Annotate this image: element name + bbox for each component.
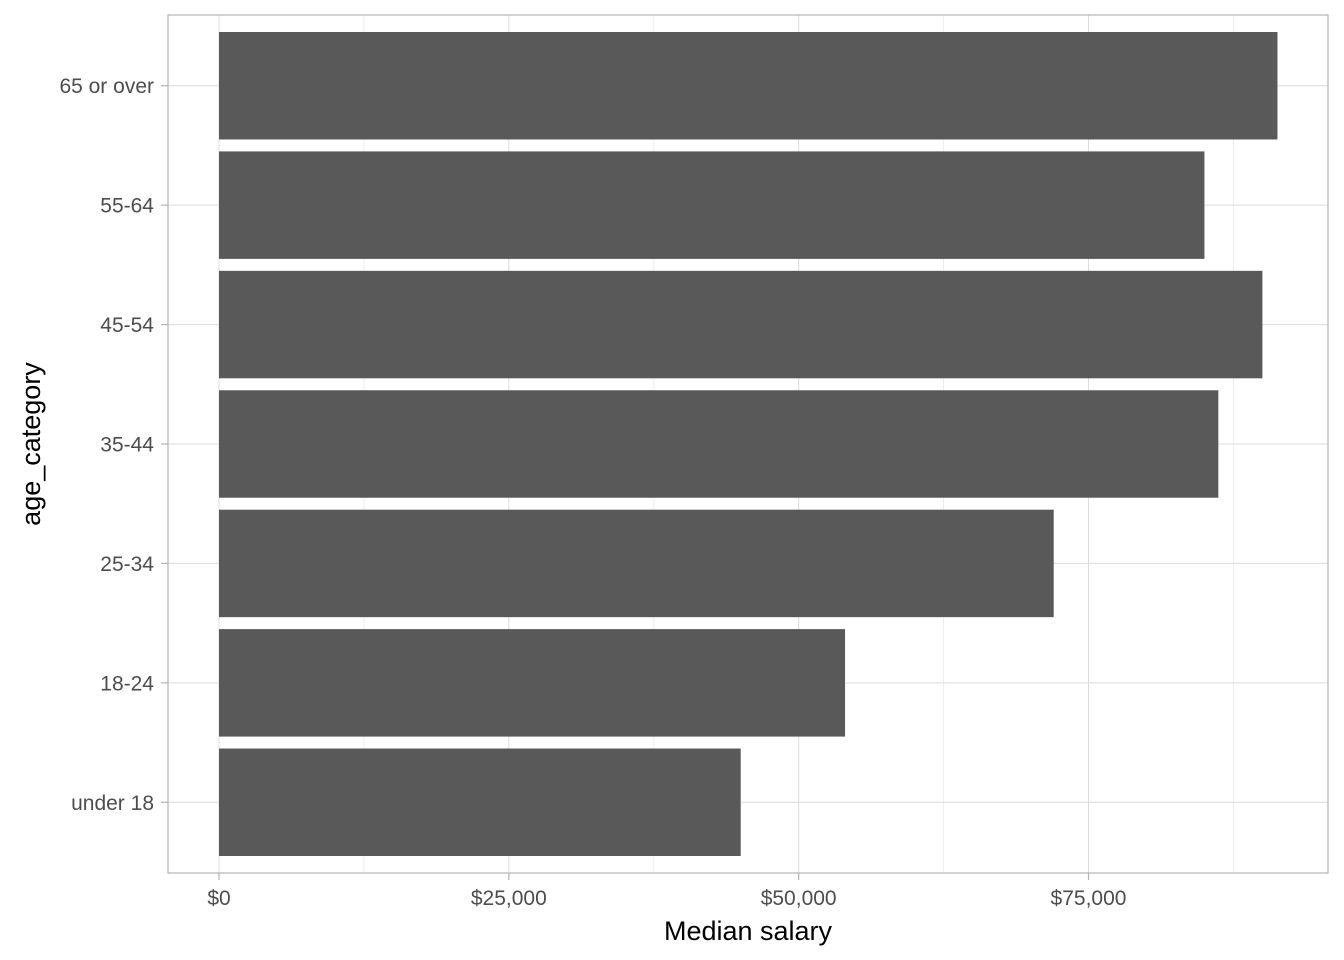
bar bbox=[219, 390, 1219, 498]
bar bbox=[219, 151, 1205, 259]
y-tick-label: 25-34 bbox=[100, 553, 154, 576]
x-axis-title: Median salary bbox=[664, 916, 833, 946]
x-tick-label: $0 bbox=[207, 887, 230, 910]
bar bbox=[219, 32, 1278, 140]
bar bbox=[219, 509, 1054, 618]
bar bbox=[219, 748, 741, 856]
y-tick-label: 18-24 bbox=[100, 672, 154, 695]
y-axis-title: age_category bbox=[16, 362, 46, 526]
y-tick-label: 45-54 bbox=[100, 314, 154, 337]
x-tick-label: $75,000 bbox=[1051, 887, 1127, 910]
x-tick-label: $50,000 bbox=[761, 887, 837, 910]
x-tick-label: $25,000 bbox=[471, 887, 547, 910]
bar bbox=[219, 270, 1263, 379]
y-tick-label: 35-44 bbox=[100, 434, 154, 457]
bars bbox=[219, 32, 1278, 856]
axes: under 18 18-24 25-34 35-44 45-54 55-64 65 or o… bbox=[59, 75, 1126, 910]
y-tick-label: 55-64 bbox=[100, 195, 154, 218]
y-tick-label: 65 or over bbox=[59, 75, 154, 98]
y-tick-label: under 18 bbox=[71, 792, 154, 815]
bar bbox=[219, 629, 846, 737]
